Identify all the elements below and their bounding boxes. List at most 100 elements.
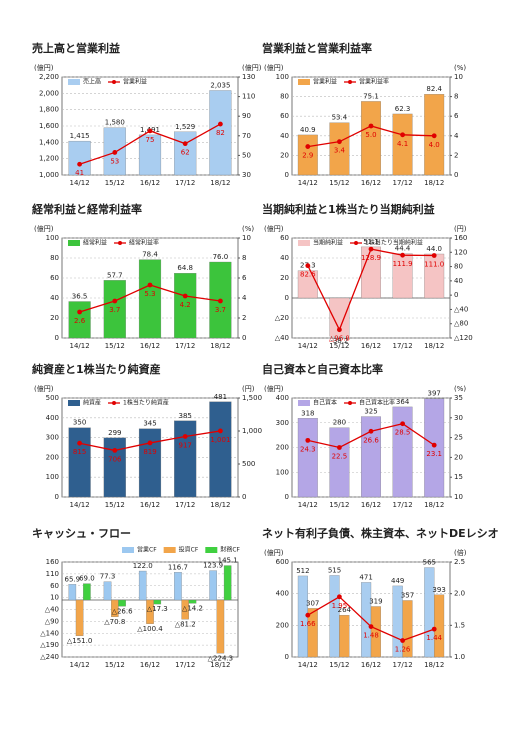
bar — [361, 101, 381, 176]
y-tick-label: △140 — [40, 629, 59, 637]
y-tick-label: 400 — [46, 414, 59, 422]
y-tick-label: 100 — [46, 473, 59, 481]
y2-tick-label: 2.5 — [454, 558, 465, 566]
y2-tick-label: 4 — [242, 294, 247, 302]
line-value-label: 4.1 — [397, 140, 408, 148]
bar — [111, 599, 119, 617]
y-tick-label: △40 — [45, 606, 59, 614]
bar-value-label: 325 — [364, 408, 377, 416]
bar-value-label: △26.6 — [112, 607, 134, 615]
x-tick-label: 18/12 — [424, 501, 444, 509]
bar-value-label: 397 — [428, 390, 441, 398]
legend-label: 経常利益 — [83, 239, 107, 247]
y2-tick-label: 8 — [454, 93, 458, 101]
y-tick-label: 10 — [50, 594, 59, 602]
bar — [392, 113, 413, 176]
y2-tick-label: △40 — [454, 305, 468, 313]
y2-unit: (%) — [454, 64, 466, 72]
y2-tick-label: 120 — [454, 248, 467, 256]
x-tick-label: 15/12 — [105, 342, 125, 350]
line-value-label: 23.1 — [426, 450, 442, 458]
y-tick-label: 100 — [276, 468, 289, 476]
bar — [103, 437, 126, 498]
chart-title: キャッシュ・フロー — [32, 527, 131, 540]
bar-value-label: 62.3 — [395, 105, 411, 113]
bar-value-label: 77.3 — [100, 573, 116, 581]
x-tick-label: 14/12 — [70, 661, 90, 669]
legend-label: 1株当たり当期純利益 — [365, 239, 423, 247]
y2-tick-label: 30 — [454, 414, 463, 422]
bar-value-label: △151.0 — [67, 637, 92, 645]
bar-value-label: 515 — [328, 566, 341, 574]
bar-value-label: 393 — [432, 586, 445, 594]
bar — [181, 599, 189, 620]
line-point — [337, 445, 342, 450]
bar-value-label: 44.4 — [395, 245, 411, 253]
y2-tick-label: 1.0 — [454, 653, 465, 661]
legend-label: 営業利益 — [123, 78, 147, 86]
y2-tick-label: 110 — [242, 93, 255, 101]
y2-tick-label: 25 — [454, 434, 463, 442]
bar-value-label: 36.5 — [72, 293, 88, 301]
bar — [174, 420, 197, 498]
y-tick-label: △40 — [275, 334, 289, 342]
bar-value-label: 565 — [423, 559, 436, 567]
x-tick-label: 17/12 — [393, 342, 413, 350]
x-tick-label: 16/12 — [361, 501, 381, 509]
bar-value-label: △17.3 — [147, 605, 168, 613]
legend-marker — [348, 401, 353, 405]
x-tick-label: 15/12 — [105, 501, 125, 509]
line-point — [368, 246, 374, 252]
chart-title: 当期純利益と1株当たり当期純利益 — [262, 202, 435, 216]
bar-value-label: 82.4 — [426, 85, 442, 93]
bar-value-label: 123.9 — [203, 562, 223, 570]
bar — [103, 280, 126, 339]
bar-value-label: 44.0 — [426, 245, 442, 253]
line-value-label: 3.7 — [215, 306, 226, 314]
y2-tick-label: 90 — [242, 112, 251, 120]
bar — [424, 567, 435, 658]
line-point — [182, 141, 188, 147]
bar — [297, 418, 318, 498]
x-tick-label: 14/12 — [298, 179, 318, 187]
y-tick-label: 40 — [280, 132, 289, 140]
bar-value-label: 53.4 — [332, 114, 348, 122]
line-value-label: 111.9 — [393, 260, 413, 268]
y-tick-label: 40 — [50, 294, 59, 302]
y2-tick-label: 10 — [454, 73, 463, 81]
bar — [223, 565, 232, 601]
y-tick-label: 60 — [50, 274, 59, 282]
bar-value-label: 357 — [401, 591, 414, 599]
bar — [68, 427, 91, 498]
line-value-label: 22.5 — [332, 453, 348, 461]
x-tick-label: 14/12 — [298, 342, 318, 350]
y2-tick-label: 8 — [242, 254, 246, 262]
chart-title: 売上高と営業利益 — [32, 41, 120, 55]
bar-value-label: 57.7 — [107, 271, 123, 279]
bar-value-label: 116.7 — [168, 563, 188, 571]
y2-tick-label: 1.5 — [454, 621, 465, 629]
y-tick-label: △240 — [40, 653, 59, 661]
x-tick-label: 17/12 — [175, 661, 195, 669]
x-tick-label: 16/12 — [140, 342, 160, 350]
x-tick-label: 15/12 — [329, 661, 349, 669]
x-tick-label: 17/12 — [175, 342, 195, 350]
bar — [339, 615, 350, 658]
line-value-label: 28.5 — [395, 429, 411, 437]
line-value-label: 3.7 — [109, 306, 120, 314]
line-value-label: 815 — [73, 448, 86, 456]
bar — [153, 599, 162, 605]
y-unit: (億円) — [34, 63, 54, 72]
legend-swatch — [68, 240, 80, 246]
bar-value-label: 40.9 — [300, 126, 316, 134]
y-tick-label: 200 — [276, 621, 289, 629]
y2-tick-label: 2.0 — [454, 590, 465, 598]
y-tick-label: 160 — [46, 558, 59, 566]
line-point — [431, 626, 437, 632]
line-point — [147, 282, 153, 288]
line-point — [305, 612, 311, 618]
y2-tick-label: 0 — [242, 493, 246, 501]
x-tick-label: 14/12 — [70, 179, 90, 187]
line-point — [112, 150, 118, 155]
y-tick-label: △20 — [275, 314, 289, 322]
